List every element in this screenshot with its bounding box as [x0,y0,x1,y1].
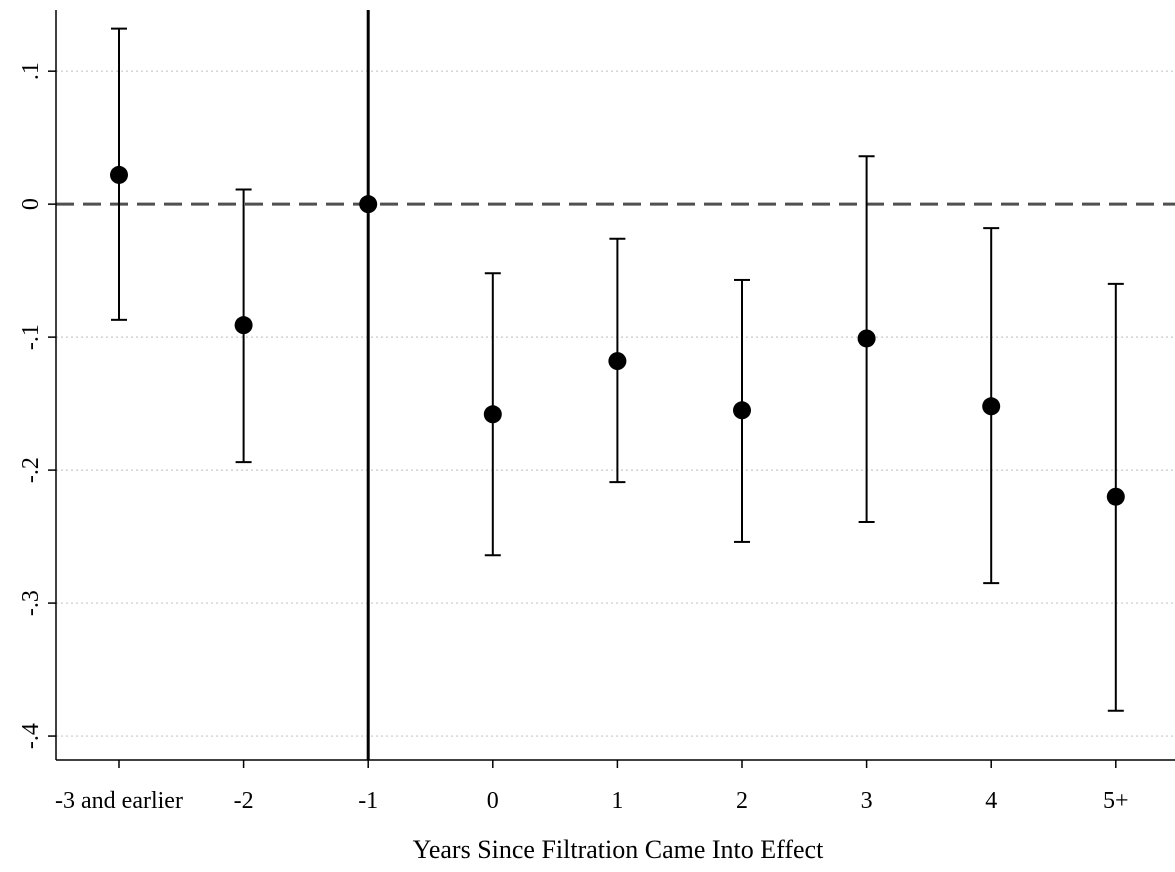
x-axis-ticks: -3 and earlier -2 -1 0 1 2 3 4 5+ [55,760,1129,814]
y-tick-label: -.3 [18,590,44,616]
x-tick-label: 1 [611,788,623,814]
x-axis-title: Years Since Filtration Came Into Effect [413,835,824,864]
point-estimate [608,352,627,371]
reference-lines [56,10,1175,760]
point-estimate [483,405,502,424]
x-tick-label: -3 and earlier [55,788,183,814]
x-tick-label: 4 [985,788,997,814]
x-tick-label: -1 [358,788,378,814]
x-tick-label: 0 [487,788,499,814]
y-tick-label: -.1 [18,324,44,350]
point-estimate [359,195,378,214]
point-estimate [234,316,253,335]
x-tick-label: -2 [234,788,254,814]
axes [55,10,1175,761]
x-tick-label: 2 [736,788,748,814]
point-estimate [733,401,751,420]
y-tick-label: -.2 [18,457,44,483]
y-tick-label: -.4 [18,723,44,749]
y-tick-label: .1 [18,62,44,80]
point-estimate [1106,487,1125,506]
data-series [110,27,1125,712]
x-tick-label: 5+ [1103,788,1129,814]
y-tick-label: 0 [18,198,44,210]
x-tick-label: 3 [861,788,873,814]
point-estimate [982,397,1001,416]
y-axis-ticks: .1 0 -.1 -.2 -.3 -.4 [18,62,56,749]
point-estimate [857,329,876,348]
gridlines [56,70,1175,737]
point-estimate [110,165,128,184]
